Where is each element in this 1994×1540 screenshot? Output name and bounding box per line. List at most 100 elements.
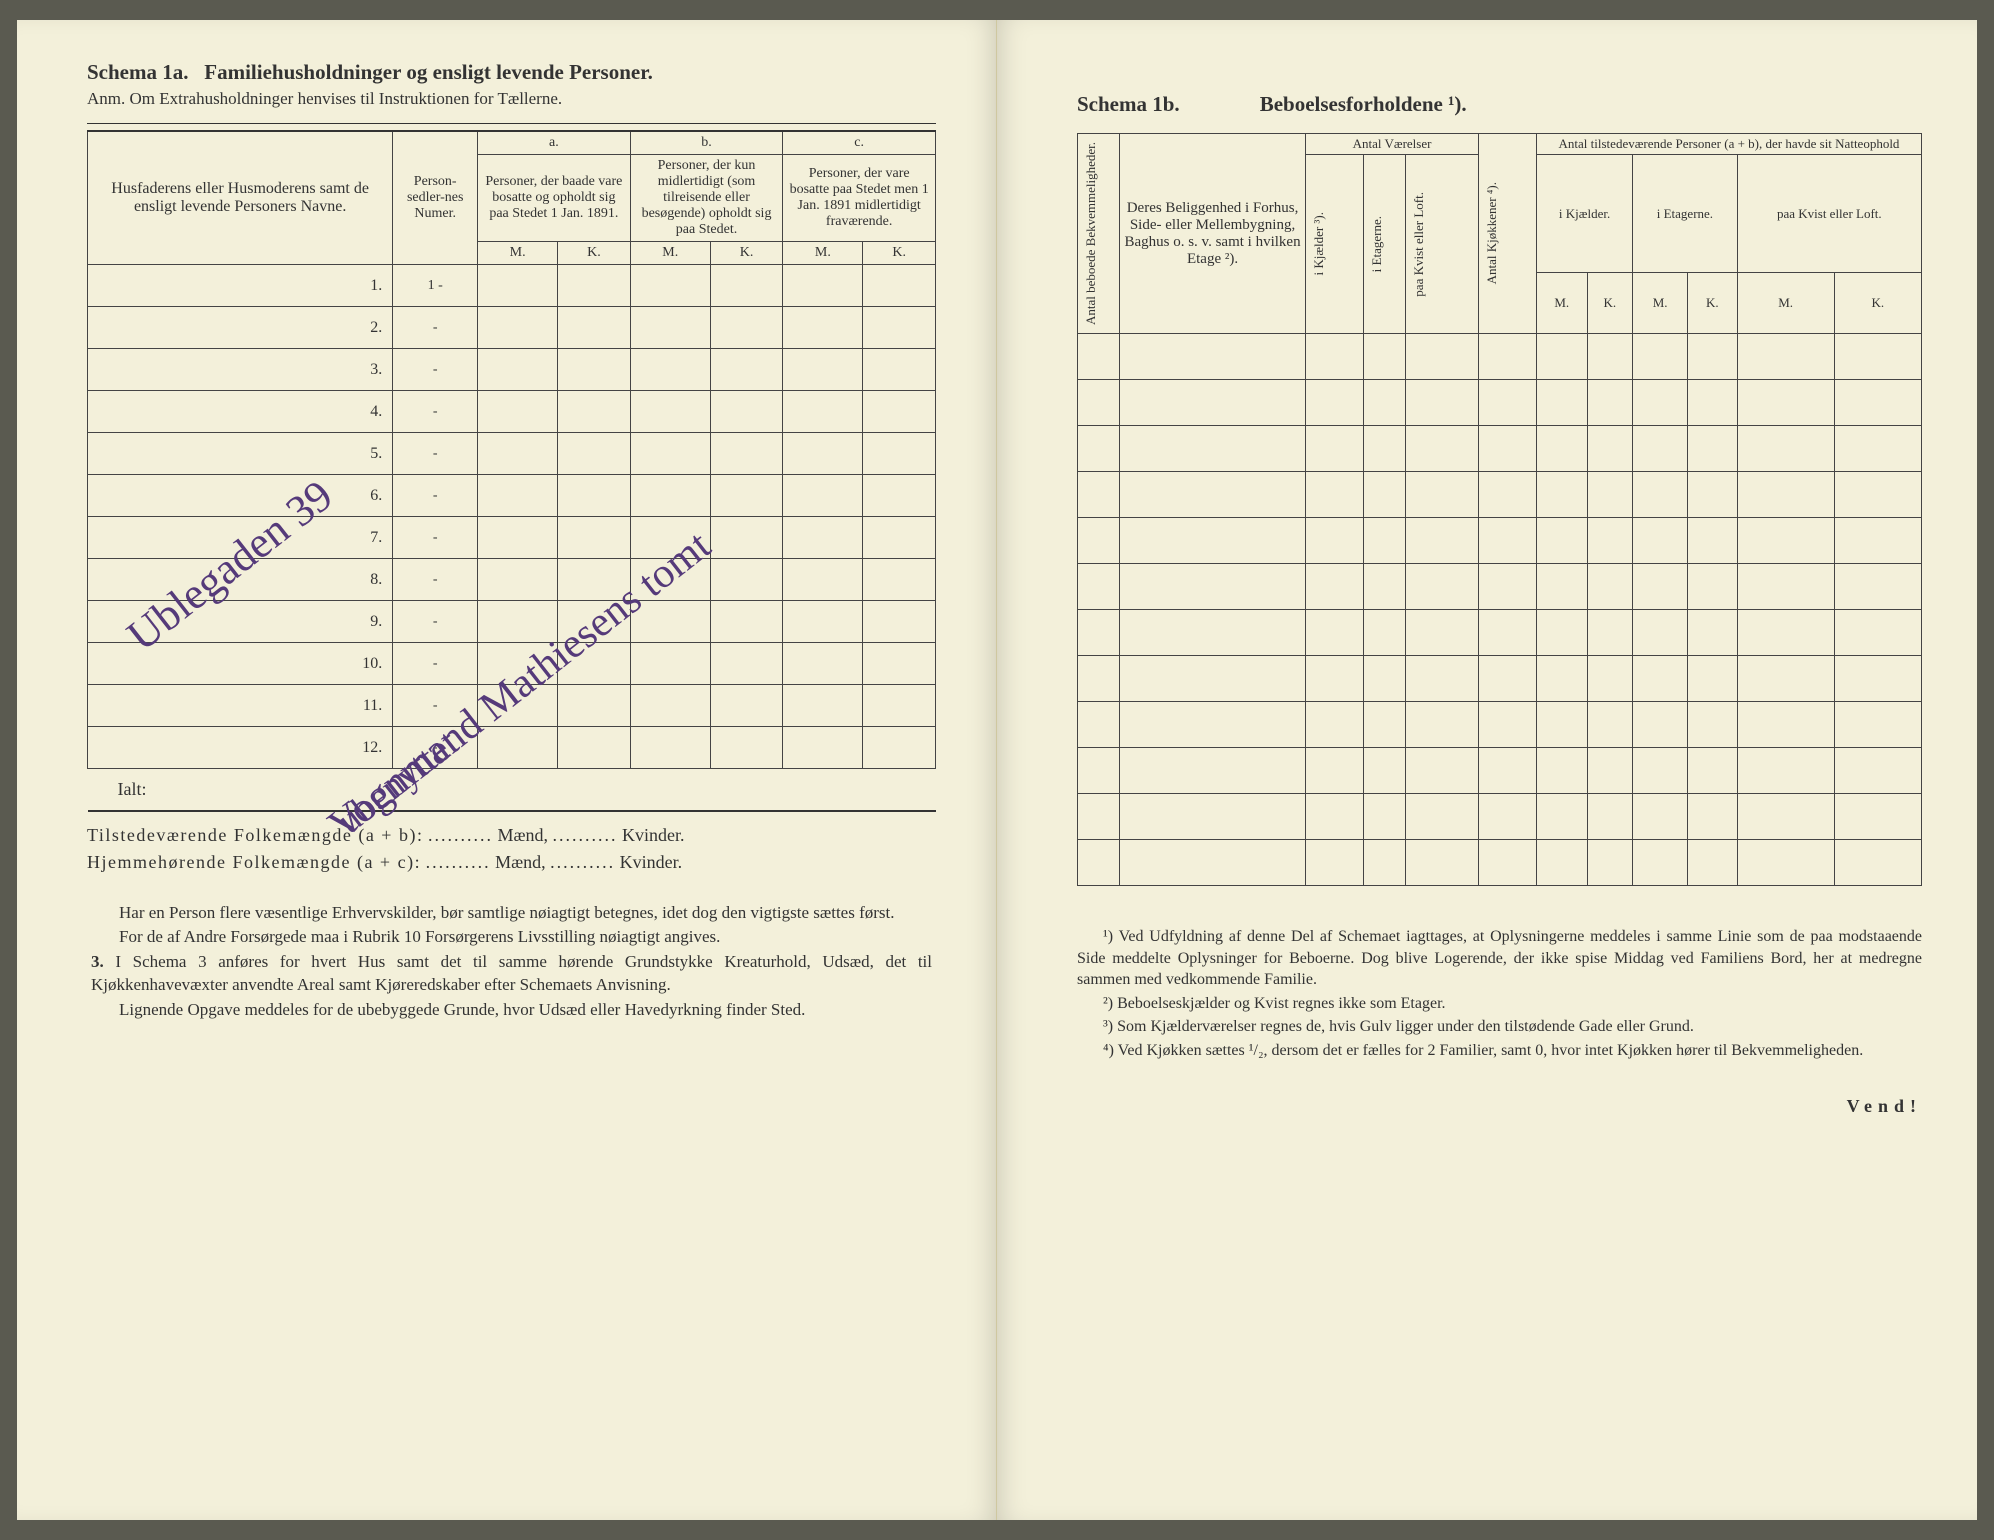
row-num: 11. [88,685,393,727]
cell [863,475,936,517]
cell [558,727,631,769]
cell [478,601,558,643]
dots [552,825,617,845]
cell [478,475,558,517]
cell [1633,334,1688,380]
col-husfaderens: Husfaderens eller Husmoderens samt de en… [88,131,393,265]
cell [1078,748,1120,794]
row-num: 8. [88,559,393,601]
cell [1737,380,1834,426]
cell [1688,426,1738,472]
row-num: 6. [88,475,393,517]
hjemme-line: Hjemmehørende Folkemængde (a + c): [87,852,421,872]
dots [550,852,615,872]
cell [1078,840,1120,886]
cell [1405,656,1478,702]
kvinder-2: Kvinder. [620,852,683,872]
p-kvist: paa Kvist eller Loft. [1737,155,1921,273]
cell [1405,702,1478,748]
cell [1737,794,1834,840]
note-p3: 3. I Schema 3 anføres for hvert Hus samt… [91,951,932,997]
cell [1078,564,1120,610]
footnote-3: ³) Som Kjælderværelser regnes de, hvis G… [1077,1016,1922,1038]
table-1b-body [1078,334,1922,886]
row-num: 2. [88,307,393,349]
cell [1536,656,1587,702]
cell [558,559,631,601]
cell [1587,380,1633,426]
schema-1a-title: Familiehusholdninger og ensligt levende … [204,60,653,84]
cell [1305,794,1363,840]
cell [478,517,558,559]
cell [1737,840,1834,886]
cell [710,475,783,517]
cell [1633,472,1688,518]
cell [863,265,936,307]
grp-personer: Antal tilstedeværende Personer (a + b), … [1536,134,1921,155]
cell [783,517,863,559]
cell [783,433,863,475]
cell [710,391,783,433]
cell [783,727,863,769]
cell [630,349,710,391]
cell [1305,426,1363,472]
cell [1363,380,1405,426]
col-a-label: a. [478,131,631,155]
col-personsedler: Person-sedler-nes Numer. [393,131,478,265]
cell [558,349,631,391]
row-mark: - [393,727,478,769]
cell [630,685,710,727]
cell [1479,794,1537,840]
cell [1536,840,1587,886]
cell [1305,564,1363,610]
cell [1834,610,1921,656]
cell [783,307,863,349]
dots [428,825,493,845]
right-title-row: Schema 1b. Beboelsesforholdene ¹). [1077,92,1922,117]
col-b-text: Personer, der kun midlertidigt (som tilr… [630,155,783,242]
cell [630,391,710,433]
cell [1587,334,1633,380]
cell [1633,702,1688,748]
cell [630,433,710,475]
cell [1688,656,1738,702]
cell [1834,334,1921,380]
cell [1536,518,1587,564]
row-mark: - [393,559,478,601]
c-m: M. [783,242,863,265]
cell [1405,334,1478,380]
cell [1834,426,1921,472]
vend-label: Vend! [1077,1096,1922,1117]
row-mark: - [393,517,478,559]
cell [1633,426,1688,472]
cell [1363,840,1405,886]
cell [1120,380,1306,426]
cell [1633,794,1688,840]
cell [863,517,936,559]
col-c-text: Personer, der vare bosatte paa Stedet me… [783,155,936,242]
cell [1120,472,1306,518]
cell [1688,748,1738,794]
page-right: Schema 1b. Beboelsesforholdene ¹). Antal… [997,20,1977,1520]
cell [1587,472,1633,518]
cell [630,517,710,559]
cell [1363,656,1405,702]
cell [1834,748,1921,794]
cell [1536,380,1587,426]
cell [1737,334,1834,380]
cell [1834,380,1921,426]
cell [1688,702,1738,748]
cell [783,601,863,643]
cell [1834,702,1921,748]
cell [1363,518,1405,564]
cell [558,685,631,727]
cell [630,601,710,643]
cell [1405,610,1478,656]
cell [1305,518,1363,564]
note-p2: For de af Andre Forsørgede maa i Rubrik … [91,926,932,949]
cell [1688,564,1738,610]
cell [1834,656,1921,702]
cell [558,391,631,433]
cell [558,307,631,349]
cell [1305,380,1363,426]
